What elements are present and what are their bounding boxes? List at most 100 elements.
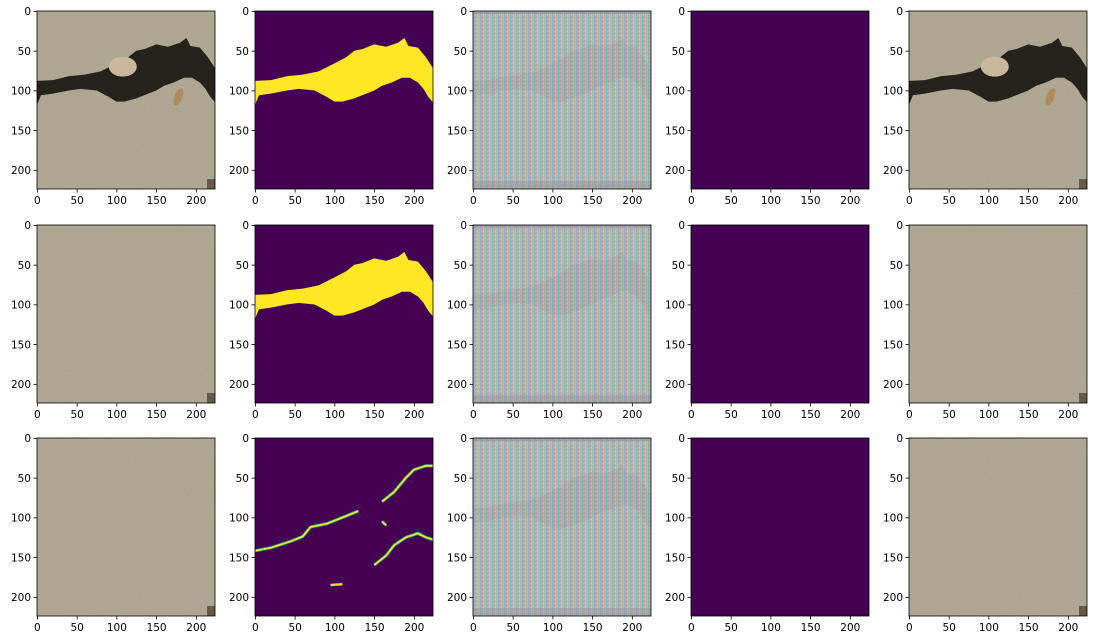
x-tick-label: 200	[840, 622, 860, 634]
x-tick-label: 0	[34, 409, 41, 421]
x-tick-label: 100	[325, 195, 345, 207]
y-tick-label: 50	[890, 46, 903, 58]
y-tick-label: 100	[665, 513, 685, 525]
y-tick-label: 0	[678, 220, 685, 232]
y-tick-label: 200	[447, 592, 467, 604]
x-tick-label: 100	[979, 195, 999, 207]
y-tick-label: 100	[229, 300, 249, 312]
y-tick-label: 200	[11, 165, 31, 177]
x-tick-label: 50	[70, 195, 83, 207]
axes-frame	[690, 224, 870, 404]
panel-empty-mask: 0 50 100 150 200 0 50 100 150 200	[665, 6, 870, 207]
y-tick-label: 150	[447, 339, 467, 351]
y-tick-label: 150	[229, 552, 249, 564]
empty-mask-fill	[691, 438, 869, 616]
thin-crack-line	[381, 520, 387, 527]
y-tick-label: 0	[896, 6, 903, 18]
y-tick-label: 50	[454, 473, 467, 485]
panel-input-photo-plain: 0 50 100 150 200 0 50 100 150 200	[11, 220, 216, 421]
corner-shadow	[207, 606, 215, 616]
x-tick-label: 100	[107, 409, 127, 421]
x-tick-label: 100	[107, 195, 127, 207]
axes-frame	[36, 224, 216, 404]
y-tick-label: 100	[883, 513, 903, 525]
empty-mask-fill	[691, 225, 869, 403]
y-tick-label: 100	[11, 86, 31, 98]
noise-texture	[473, 11, 651, 189]
y-tick-label: 150	[229, 125, 249, 137]
y-tick-label: 200	[665, 379, 685, 391]
y-tick-label: 100	[447, 86, 467, 98]
thin-crack-line	[381, 464, 433, 503]
y-tick-label: 0	[460, 6, 467, 18]
y-tick-label: 0	[460, 220, 467, 232]
y-tick-label: 200	[11, 379, 31, 391]
x-tick-label: 150	[801, 409, 821, 421]
x-tick-label: 100	[107, 622, 127, 634]
y-tick-label: 50	[454, 260, 467, 272]
y-tick-label: 100	[665, 300, 685, 312]
axes-frame	[908, 224, 1088, 404]
x-tick-label: 150	[147, 409, 167, 421]
panel-input-photo-crack: 0 50 100 150 200 0 50 100 150 200	[11, 6, 216, 207]
noise-texture	[473, 438, 651, 616]
x-tick-label: 200	[1058, 409, 1078, 421]
x-tick-label: 100	[761, 409, 781, 421]
y-tick-label: 100	[883, 300, 903, 312]
x-tick-label: 0	[906, 409, 913, 421]
x-tick-label: 100	[761, 195, 781, 207]
wall-texture	[909, 438, 1087, 616]
x-tick-label: 150	[365, 195, 385, 207]
x-tick-label: 0	[470, 195, 477, 207]
x-tick-label: 50	[724, 195, 737, 207]
y-tick-label: 150	[883, 339, 903, 351]
y-tick-label: 50	[18, 260, 31, 272]
x-tick-label: 200	[404, 409, 424, 421]
x-tick-label: 200	[622, 409, 642, 421]
wall-texture	[37, 438, 215, 616]
noise-band-bottom	[473, 181, 651, 189]
x-tick-label: 150	[365, 409, 385, 421]
y-tick-label: 200	[229, 592, 249, 604]
noise-band-bottom	[473, 608, 651, 616]
axes-frame	[472, 10, 652, 190]
y-tick-label: 0	[896, 433, 903, 445]
noise-texture	[473, 225, 651, 403]
axes-frame	[254, 224, 434, 404]
thin-crack-line	[373, 532, 434, 566]
x-tick-label: 50	[942, 409, 955, 421]
plaster-fleck	[1045, 88, 1056, 106]
noise-band-bottom	[473, 395, 651, 403]
mask-crack-region	[255, 252, 433, 319]
y-tick-label: 150	[883, 125, 903, 137]
panel-input-photo-plain: 0 50 100 150 200 0 50 100 150 200	[883, 220, 1088, 421]
x-tick-label: 200	[840, 409, 860, 421]
x-tick-label: 100	[543, 195, 563, 207]
y-tick-label: 0	[460, 433, 467, 445]
x-tick-label: 150	[583, 622, 603, 634]
thin-crack-line	[330, 583, 343, 586]
panel-input-photo-plain: 0 50 100 150 200 0 50 100 150 200	[11, 433, 216, 634]
axes-frame	[254, 437, 434, 617]
x-tick-label: 150	[365, 622, 385, 634]
x-tick-label: 200	[186, 622, 206, 634]
y-tick-label: 150	[229, 339, 249, 351]
axes-frame	[908, 10, 1088, 190]
y-tick-label: 0	[242, 6, 249, 18]
x-tick-label: 200	[404, 195, 424, 207]
y-tick-label: 200	[665, 592, 685, 604]
x-tick-label: 150	[583, 195, 603, 207]
y-tick-label: 150	[11, 125, 31, 137]
corner-shadow	[207, 393, 215, 403]
y-tick-label: 0	[242, 220, 249, 232]
x-tick-label: 50	[288, 622, 301, 634]
y-tick-label: 50	[454, 46, 467, 58]
x-tick-label: 200	[840, 195, 860, 207]
noise-band-top	[473, 11, 651, 14]
x-tick-label: 50	[724, 622, 737, 634]
y-tick-label: 150	[11, 552, 31, 564]
x-tick-label: 50	[942, 195, 955, 207]
x-tick-label: 50	[506, 409, 519, 421]
y-tick-label: 50	[18, 46, 31, 58]
x-tick-label: 150	[583, 409, 603, 421]
